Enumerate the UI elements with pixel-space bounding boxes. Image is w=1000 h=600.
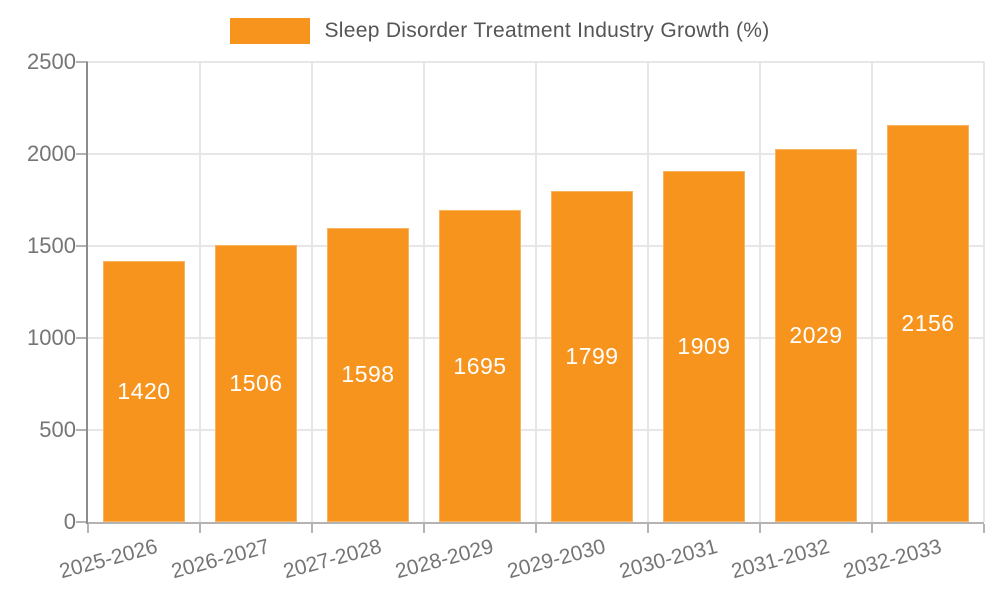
y-axis-tick-label: 2500	[27, 49, 76, 74]
bar-value-label: 1799	[565, 342, 619, 369]
x-axis-tick-mark	[535, 524, 537, 533]
bar-value-label: 1909	[677, 332, 731, 359]
y-axis-tick-mark	[76, 153, 88, 155]
x-gridline	[759, 62, 761, 522]
x-gridline	[983, 62, 985, 522]
y-axis-tick-label: 0	[63, 509, 76, 534]
x-gridline	[423, 62, 425, 522]
legend: Sleep Disorder Treatment Industry Growth…	[0, 18, 1000, 44]
y-axis-tick-mark	[76, 245, 88, 247]
x-gridline	[871, 62, 873, 522]
y-axis-line	[86, 62, 88, 524]
x-gridline	[199, 62, 201, 522]
bar-2029-2030[interactable]: 1799	[551, 190, 633, 522]
bar-2030-2031[interactable]: 1909	[663, 170, 745, 522]
x-gridline	[311, 62, 313, 522]
x-axis-tick-mark	[199, 524, 201, 533]
legend-label: Sleep Disorder Treatment Industry Growth…	[324, 19, 770, 42]
x-gridline	[535, 62, 537, 522]
y-axis-tick-label: 500	[39, 417, 76, 442]
x-axis-tick-mark	[423, 524, 425, 533]
y-axis-tick-mark	[76, 61, 88, 63]
x-axis-tick-mark	[759, 524, 761, 533]
bar-value-label: 2156	[901, 310, 955, 337]
x-axis-line	[88, 522, 984, 524]
bar-2027-2028[interactable]: 1598	[327, 227, 409, 522]
y-axis-tick-mark	[76, 429, 88, 431]
bar-2032-2033[interactable]: 2156	[887, 125, 969, 522]
bar-2025-2026[interactable]: 1420	[103, 260, 185, 522]
y-axis-tick-label: 2000	[27, 141, 76, 166]
bar-value-label: 1420	[117, 377, 171, 404]
x-axis-tick-mark	[983, 524, 985, 533]
x-gridline	[647, 62, 649, 522]
y-axis-tick-label: 1000	[27, 325, 76, 350]
bar-value-label: 1695	[453, 352, 507, 379]
x-axis-tick-mark	[87, 524, 89, 533]
bar-2031-2032[interactable]: 2029	[775, 148, 857, 522]
bar-2028-2029[interactable]: 1695	[439, 210, 521, 522]
legend-item[interactable]: Sleep Disorder Treatment Industry Growth…	[230, 18, 769, 44]
legend-swatch-icon	[230, 18, 311, 44]
y-axis-tick-mark	[76, 521, 88, 523]
y-axis-tick-mark	[76, 337, 88, 339]
bar-value-label: 1506	[229, 369, 283, 396]
x-axis-tick-mark	[647, 524, 649, 533]
bar-2026-2027[interactable]: 1506	[215, 244, 297, 522]
bar-value-label: 1598	[341, 361, 395, 388]
y-axis-tick-label: 1500	[27, 233, 76, 258]
x-axis-tick-mark	[311, 524, 313, 533]
bar-value-label: 2029	[789, 321, 843, 348]
x-axis-tick-mark	[871, 524, 873, 533]
